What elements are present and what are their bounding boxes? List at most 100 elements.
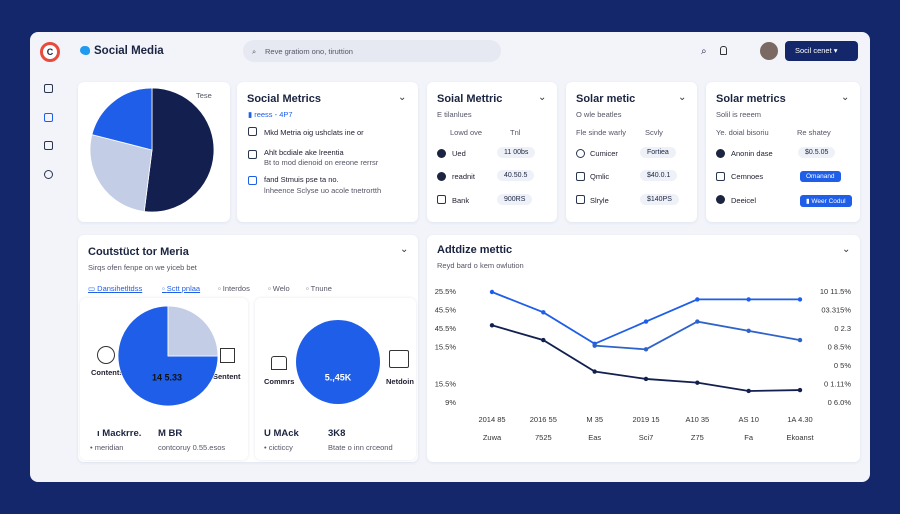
tab-label: Dansihetltdss: [97, 284, 143, 293]
card-title: Adtdize mettic: [437, 244, 513, 256]
row-value: $0.5.05: [798, 147, 836, 158]
header-button[interactable]: Socil cenet ▾: [785, 41, 858, 61]
pie-label: Tese: [196, 91, 212, 100]
item-text: Ahlt bcdiale ake lreentia: [264, 148, 344, 157]
bird-icon: [80, 46, 90, 55]
search-bar[interactable]: [243, 40, 501, 62]
row-icon: [437, 172, 446, 181]
row-icon: [576, 172, 585, 181]
tab[interactable]: ▫ Interdos: [218, 284, 250, 293]
card-title: Solar metrics: [716, 93, 786, 105]
row-label: Cemnoes: [731, 172, 764, 181]
chevron[interactable]: ⌄: [538, 92, 547, 103]
pie-label: HDB: [115, 170, 131, 179]
stat-value: Mackrre.: [102, 428, 142, 439]
metric-card: [427, 82, 557, 222]
card-subtitle: ▮ reess - 4P7: [248, 110, 293, 119]
column-header: Tnl: [510, 128, 521, 137]
row-value: $40.0.1: [640, 170, 678, 181]
row-value: $140PS: [640, 194, 679, 205]
tab-label: Interdos: [222, 284, 250, 293]
chevron[interactable]: ⌄: [842, 244, 851, 255]
tab-label: Tnune: [310, 284, 332, 293]
row-value: 900RS: [497, 194, 533, 205]
row-icon: [437, 195, 446, 204]
item-text: fand Stmuis pse ta no.: [264, 175, 339, 184]
chevron[interactable]: ⌄: [398, 92, 407, 103]
chevron[interactable]: ⌄: [678, 92, 687, 103]
action-button[interactable]: ▮ Weer Codul: [800, 195, 852, 207]
nav-icon[interactable]: [44, 84, 53, 93]
stat-sub-text: cicticcy: [268, 443, 293, 452]
header-button-label: Socil cenet: [795, 46, 832, 55]
card-subtitle: E tilanlues: [437, 110, 472, 119]
card-subtitle: Sirqs ofen fenpe on we yiceb bet: [88, 263, 197, 272]
row-label: Bank: [452, 196, 470, 205]
content-icon: [97, 346, 115, 364]
overview-card: [78, 82, 230, 222]
search-placeholder: Reve gratiom ono, tiruttion: [265, 47, 353, 56]
nav-icon[interactable]: [44, 113, 53, 122]
action-button-label: Weer Codul: [811, 198, 846, 205]
card-title: Solar metic: [576, 93, 636, 105]
tab[interactable]: ▭ Dansihetltdss: [88, 284, 143, 293]
tab-label: Welo: [272, 284, 290, 293]
chevron[interactable]: ⌄: [841, 92, 850, 103]
stat-sub: • cicticcy: [264, 443, 293, 452]
stat-sub: Btate o inn crceond: [328, 443, 393, 452]
item-subtext: lnheence Sclyse uo acole tnetrortth: [264, 186, 382, 195]
avatar[interactable]: [760, 42, 778, 60]
tab-label: Sctt pnlaa: [166, 284, 201, 293]
content-icon: [271, 356, 287, 370]
card-title: Coutstüct tor Meria: [88, 246, 189, 258]
tab[interactable]: ▫ Welo: [268, 284, 290, 293]
logo[interactable]: C: [40, 42, 60, 62]
search-button[interactable]: ⌕: [701, 46, 707, 57]
row-icon: [716, 195, 725, 204]
row-label: Deeicel: [731, 196, 757, 205]
social-metrics-card: [237, 82, 418, 222]
search-icon: ⌕: [252, 47, 257, 56]
stat-value: M BR: [158, 428, 183, 439]
column-header: Fle sinde warly: [576, 128, 627, 137]
item-icon: [248, 176, 257, 185]
card-subtitle: Solil is reeem: [716, 110, 762, 119]
row-value: 11 00bs: [497, 147, 536, 158]
stat-sub-text: meridian: [94, 443, 124, 452]
pie-side-label: Sentent: [213, 372, 241, 381]
row-icon: [716, 172, 725, 181]
action-button[interactable]: Omanand: [800, 171, 841, 182]
tab[interactable]: ▫ Sctt pnlaa: [162, 284, 201, 293]
column-header: Ye. doial bisoriu: [716, 128, 769, 137]
row-label: Slryle: [590, 196, 609, 205]
nav-icon[interactable]: [44, 170, 53, 179]
column-header: Scvly: [645, 128, 663, 137]
stat-sub: • meridian: [90, 443, 124, 452]
row-icon: [716, 149, 725, 158]
item-subtext: Bt to mod dienoid on ereone rerrsr: [264, 158, 379, 167]
row-label: Qmlic: [590, 172, 610, 181]
chevron[interactable]: ⌄: [400, 244, 409, 255]
row-label: Ued: [452, 149, 466, 158]
row-icon: [576, 149, 585, 158]
item-icon: [248, 150, 257, 159]
card-subtitle-text: reess - 4P7: [254, 110, 293, 119]
pie-side-label: Commrs: [264, 377, 295, 386]
pie-side-label: Contents: [91, 368, 124, 377]
row-label: readnit: [452, 172, 475, 181]
pie-side-label: Netdoin: [386, 377, 414, 386]
stat: ı Mackrre.: [97, 428, 142, 439]
notification-icon[interactable]: [720, 46, 727, 55]
app-title: Social Media: [94, 45, 164, 57]
tab[interactable]: ▫ Tnune: [306, 284, 332, 293]
nav-icon[interactable]: [44, 141, 53, 150]
content-icon: [220, 348, 235, 363]
stat-value: 3K8: [328, 428, 346, 439]
row-label: Anonin dase: [731, 149, 773, 158]
column-header: Lowd ove: [450, 128, 483, 137]
card-subtitle: Reyd bard o kem owlution: [437, 261, 524, 270]
content-icon: [389, 350, 409, 368]
card-subtitle: O wle beatles: [576, 110, 622, 119]
column-header: Re shatey: [797, 128, 831, 137]
